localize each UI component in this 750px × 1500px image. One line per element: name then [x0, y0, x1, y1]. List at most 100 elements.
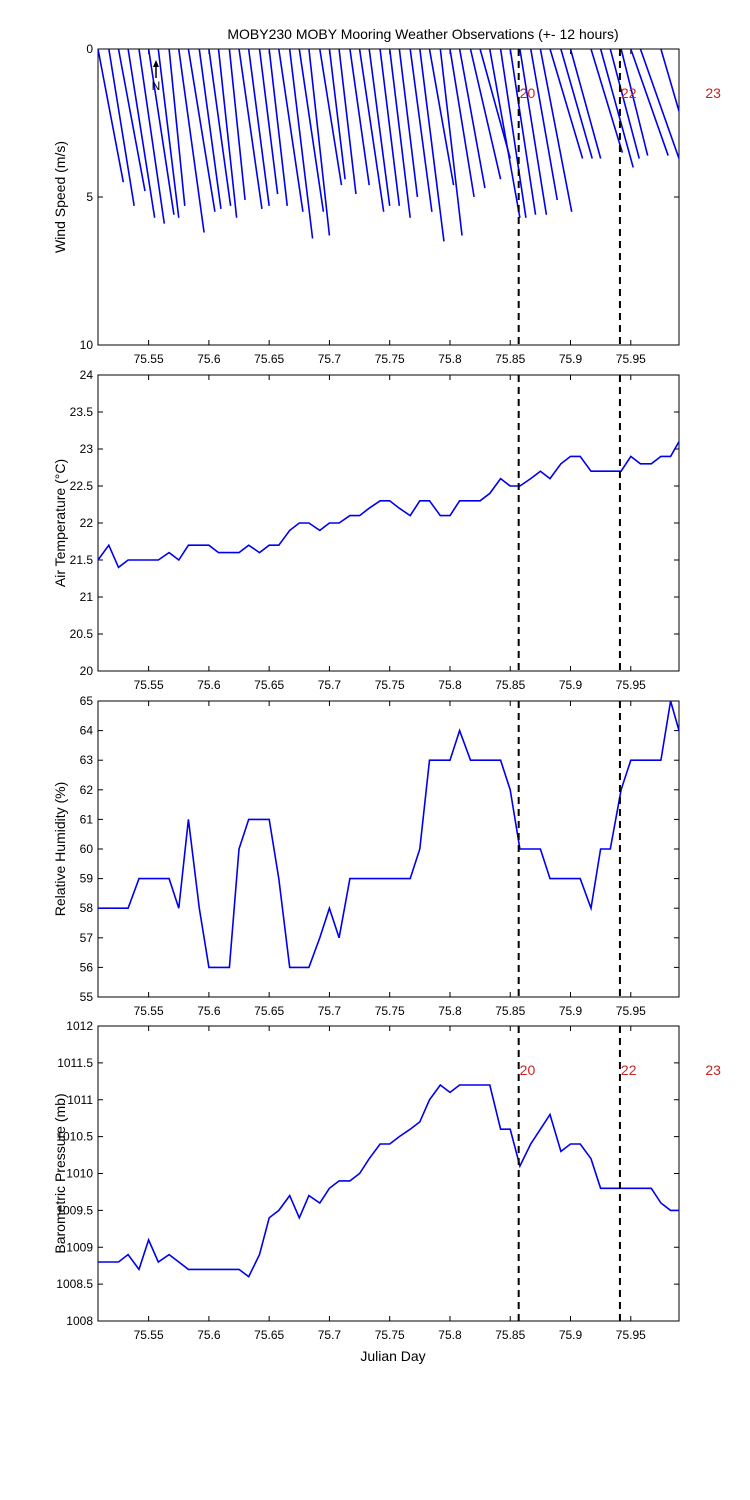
- y-tick-label: 1008.5: [56, 1277, 93, 1291]
- wind-stick: [660, 49, 679, 112]
- wind-stick: [127, 49, 156, 218]
- x-tick-label: 75.65: [254, 1004, 284, 1018]
- x-tick-label: 75.85: [495, 678, 525, 692]
- y-tick-label: 0: [86, 42, 93, 56]
- x-tick-label: 75.8: [438, 678, 462, 692]
- barometric_pressure-line: [98, 1083, 679, 1278]
- series-wind: [98, 49, 679, 242]
- y-tick-label: 1010.5: [56, 1130, 93, 1144]
- x-tick-label: 75.6: [197, 678, 221, 692]
- x-tick-label: 75.55: [134, 1004, 164, 1018]
- wind-stick: [529, 49, 559, 201]
- y-tick-label: 64: [80, 724, 94, 738]
- x-tick-label: 75.75: [375, 678, 405, 692]
- x-tick-label: 75.95: [616, 1004, 646, 1018]
- x-tick-label: 75.65: [254, 1328, 284, 1342]
- x-tick-label: 75.65: [254, 678, 284, 692]
- x-tick-label: 75.85: [495, 1004, 525, 1018]
- x-tick-label: 75.6: [197, 1328, 221, 1342]
- x-tick-label: 75.65: [254, 352, 284, 366]
- x-tick-label: 75.7: [318, 1004, 342, 1018]
- wind-stick: [469, 49, 502, 180]
- wind-stick: [368, 49, 391, 206]
- y-tick-label: 58: [80, 901, 94, 915]
- y-tick-label: 22: [80, 516, 94, 530]
- x-tick-label: 75.6: [197, 1004, 221, 1018]
- wind-stick: [379, 49, 401, 206]
- wind-stick: [308, 49, 331, 236]
- x-tick-label: 75.7: [318, 678, 342, 692]
- panel-air_temperature: 20 20.5 21 21.5 22 22.5 23 23.5 24 75.55 75.6 75.65…: [52, 368, 680, 692]
- wind-stick: [569, 49, 602, 159]
- wind-stick: [620, 49, 649, 156]
- y-axis-label: Relative Humidity (%): [52, 782, 68, 917]
- wind-stick: [108, 49, 135, 207]
- marker-label: 23: [705, 85, 721, 101]
- x-tick-label: 75.85: [495, 1328, 525, 1342]
- wind-stick: [488, 49, 521, 218]
- wind-stick: [117, 49, 146, 192]
- wind-stick: [549, 49, 584, 159]
- y-tick-label: 23.5: [70, 405, 94, 419]
- x-tick-label: 75.55: [134, 1328, 164, 1342]
- wind-stick: [247, 49, 270, 206]
- y-tick-label: 1012: [66, 1019, 93, 1033]
- wind-stick: [499, 49, 527, 218]
- relative_humidity-line: [98, 701, 679, 969]
- wind-stick: [630, 49, 669, 156]
- marker-label: 22: [621, 85, 637, 101]
- marker-label: 20: [520, 85, 536, 101]
- wind-stick: [428, 49, 455, 186]
- wind-stick: [338, 49, 357, 195]
- wind-stick: [458, 49, 486, 189]
- y-tick-label: 5: [86, 190, 93, 204]
- wind-stick: [187, 49, 216, 212]
- y-tick-label: 60: [80, 842, 94, 856]
- y-tick-label: 1011.5: [57, 1056, 93, 1070]
- y-tick-label: 23: [80, 442, 94, 456]
- wind-stick: [590, 49, 624, 153]
- marker-label: 22: [621, 1062, 637, 1078]
- wind-stick: [509, 49, 537, 215]
- wind-stick: [639, 49, 679, 159]
- x-tick-label: 75.8: [438, 1004, 462, 1018]
- wind-stick: [268, 49, 289, 206]
- x-tick-label: 75.85: [495, 352, 525, 366]
- y-tick-label: 56: [80, 960, 94, 974]
- wind-stick: [539, 49, 573, 212]
- wind-stick: [409, 49, 433, 212]
- y-axis-label: Air Temperature (°C): [52, 459, 68, 587]
- y-tick-label: 20.5: [70, 627, 94, 641]
- wind-stick: [609, 49, 640, 159]
- y-tick-label: 1010: [66, 1167, 93, 1181]
- y-tick-label: 1009.5: [56, 1203, 93, 1217]
- wind-stick: [228, 49, 246, 201]
- wind-stick: [479, 49, 512, 159]
- wind-stick: [258, 49, 279, 195]
- wind-stick: [177, 49, 205, 233]
- y-axis-label: Barometric Pressure (mb): [52, 1093, 68, 1253]
- wind-stick: [278, 49, 304, 212]
- panel-wind: 0 5 10 75.55 75.6 75.65 75.7 75.75 75.8 75.85 75.9…: [52, 42, 721, 366]
- x-tick-label: 75.9: [559, 1328, 583, 1342]
- wind-stick: [298, 49, 325, 212]
- y-tick-label: 1009: [66, 1240, 93, 1254]
- y-tick-label: 20: [80, 664, 94, 678]
- x-tick-label: 75.95: [616, 352, 646, 366]
- series-barometric_pressure: [98, 1083, 679, 1278]
- wind-stick: [147, 49, 175, 215]
- wind-stick: [238, 49, 263, 209]
- wind-stick: [519, 49, 548, 215]
- y-tick-label: 55: [80, 990, 94, 1004]
- x-tick-label: 75.9: [559, 352, 583, 366]
- wind-stick: [449, 49, 475, 198]
- wind-stick: [157, 49, 180, 218]
- marker-label: 20: [520, 1062, 536, 1078]
- wind-stick: [328, 49, 346, 180]
- x-tick-label: 75.7: [318, 1328, 342, 1342]
- north-arrow-label: N: [152, 79, 161, 93]
- x-tick-label: 75.9: [559, 678, 583, 692]
- x-tick-label: 75.8: [438, 352, 462, 366]
- x-tick-label: 75.75: [375, 1004, 405, 1018]
